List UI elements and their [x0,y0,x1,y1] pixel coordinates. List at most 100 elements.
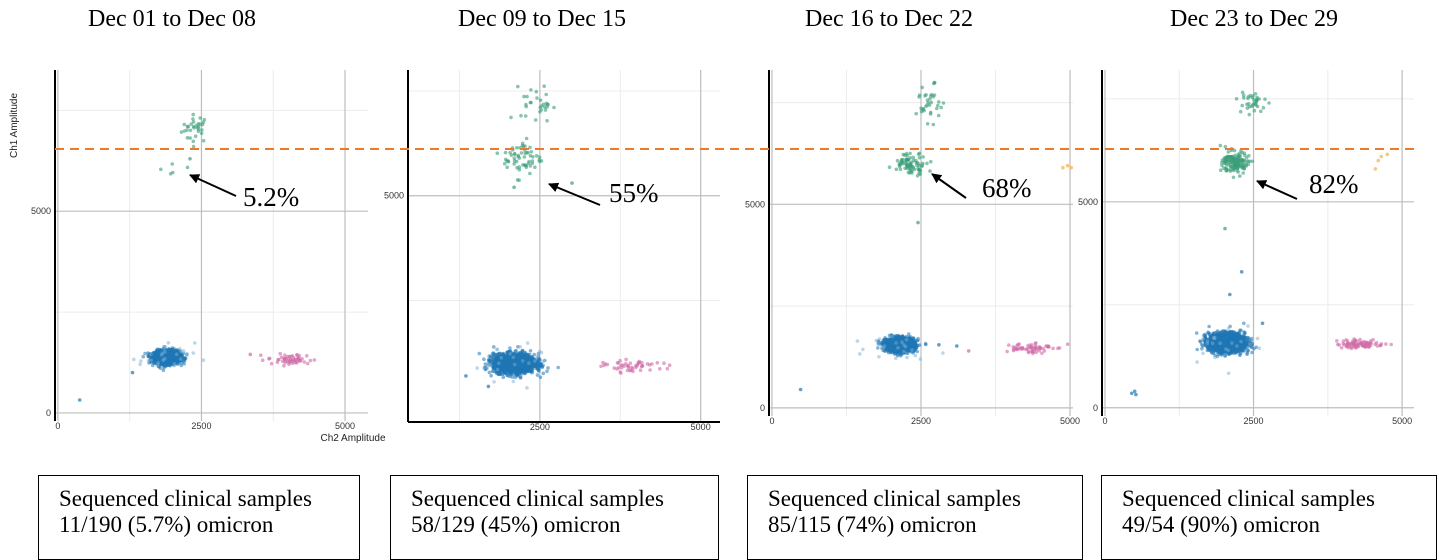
data-point [929,159,933,164]
data-point [200,128,204,132]
data-point [513,152,517,157]
data-point [528,154,533,158]
data-point [923,94,927,98]
x-tick-label: 2500 [530,422,550,432]
data-point [168,172,173,176]
data-point [191,144,196,149]
data-point [634,365,638,370]
data-point [259,353,263,358]
data-point [516,153,521,158]
data-point [908,151,912,156]
data-point [917,93,922,97]
data-point [188,136,192,140]
data-point [544,92,548,97]
annotation-arrow [548,182,601,206]
data-point [518,345,522,349]
data-point [174,352,179,357]
x-tick-label: 0 [55,421,60,431]
data-point [499,356,504,360]
data-point [658,367,662,371]
data-point [130,370,135,375]
percentage-label: 55% [609,178,659,208]
data-point [161,358,165,363]
data-point [153,355,158,360]
data-point [505,361,509,365]
data-point [163,345,168,349]
data-point [178,357,183,361]
data-point [929,92,934,97]
data-point [482,366,487,370]
data-point [897,163,902,167]
data-point [492,363,497,368]
percentage-label: 5.2% [243,182,299,212]
data-point [538,98,543,102]
x-tick-label: 5000 [691,422,711,432]
data-point [519,113,523,118]
data-point [193,134,198,138]
data-point [185,124,190,129]
data-point [939,105,943,110]
data-point [529,150,534,154]
data-point [516,372,521,377]
data-point [936,113,941,118]
data-point [637,361,642,365]
data-point [556,365,560,370]
data-point [502,161,507,166]
data-point [628,361,633,366]
data-point [921,161,925,166]
data-point [522,367,527,371]
data-point [141,354,145,359]
data-point [178,347,182,351]
data-point [185,136,190,140]
data-point [200,122,205,127]
data-point [512,185,516,190]
data-point [925,161,929,166]
data-point [188,157,192,161]
data-point [537,159,542,164]
data-point [149,358,153,363]
data-point [475,366,480,370]
y-axis-title: Ch1 Amplitude [9,93,20,158]
data-point [905,157,909,161]
data-point [937,100,941,104]
data-point [601,360,605,365]
data-point [191,139,196,144]
data-point [515,165,519,170]
data-point [513,370,518,374]
data-point [545,119,549,123]
data-point [917,168,922,172]
data-point [530,161,534,166]
data-point [915,163,919,168]
y-tick-label: 5000 [31,206,51,216]
data-point [155,363,160,367]
data-point [645,362,650,366]
data-point [936,103,940,108]
data-point [619,371,623,375]
data-point [901,152,906,157]
data-point [535,373,540,377]
data-point [546,366,550,370]
data-point [182,358,187,363]
data-point [189,122,193,126]
period-title-4: Dec 23 to Dec 29 [1170,6,1338,32]
data-point [312,358,317,362]
data-point [528,349,533,353]
data-point [917,155,922,160]
data-point [173,358,177,362]
data-point [492,380,496,384]
x-tick-label: 5000 [335,421,355,431]
data-point [516,84,520,89]
data-point [287,354,292,359]
data-point [486,384,491,389]
y-tick-label: 5000 [384,191,404,201]
data-point [628,368,632,373]
data-point [533,359,537,363]
data-point [539,108,544,112]
data-point [505,159,509,163]
data-point [541,371,546,376]
data-point [533,118,538,122]
data-point [201,138,206,143]
data-point [510,359,514,363]
